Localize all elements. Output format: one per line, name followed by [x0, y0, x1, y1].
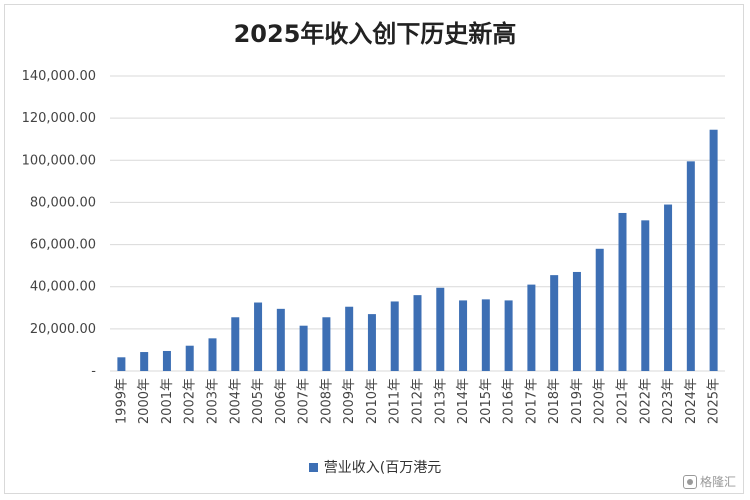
bar [322, 317, 331, 371]
x-tick-label: 2000年 [137, 378, 152, 424]
bar [436, 287, 445, 371]
watermark-text: 格隆汇 [699, 475, 736, 489]
bar [276, 308, 285, 371]
y-tick-label: 80,000.00 [30, 195, 96, 210]
x-tick-label: 2023年 [661, 378, 676, 424]
bar [664, 204, 673, 371]
bar [345, 306, 354, 371]
x-tick-label: 1999年 [114, 378, 129, 424]
bar [140, 352, 149, 371]
y-axis-tick-labels: - 20,000.00 40,000.00 60,000.00 80,000.00 100… [22, 69, 97, 379]
x-tick-label: 2001年 [160, 378, 175, 424]
bar [162, 350, 171, 371]
x-tick-label: 2015年 [479, 378, 494, 424]
x-tick-label: 2018年 [547, 378, 562, 424]
bar [231, 317, 240, 371]
x-tick-label: 2024年 [684, 378, 699, 424]
x-tick-label: 2016年 [502, 378, 517, 424]
x-tick-label: 2006年 [274, 378, 289, 424]
legend: 营业收入(百万港元 [0, 457, 750, 477]
bar [413, 295, 422, 371]
chart-title: 2025年收入创下历史新高 [233, 20, 517, 48]
x-tick-label: 2004年 [228, 378, 243, 424]
bar [481, 299, 490, 371]
x-tick-label: 2003年 [206, 378, 221, 424]
gelonghui-logo-icon [682, 474, 697, 489]
x-axis-tick-labels: 1999年 2000年 2001年 2002年 2003年 2004年 2005年 2006年… [114, 378, 721, 424]
x-tick-label: 2011年 [388, 378, 403, 424]
x-tick-label: 2007年 [297, 378, 312, 424]
x-tick-label: 2012年 [411, 378, 426, 424]
y-tick-label: 120,000.00 [22, 111, 96, 126]
y-tick-label: - [91, 364, 96, 379]
x-tick-label: 2009年 [342, 378, 357, 424]
legend-label: 营业收入(百万港元 [323, 460, 442, 476]
x-tick-label: 2019年 [570, 378, 585, 424]
x-tick-label: 2021年 [616, 378, 631, 424]
y-tick-label: 60,000.00 [30, 238, 96, 253]
x-tick-label: 2020年 [593, 378, 608, 424]
bar [459, 300, 468, 371]
x-tick-label: 2022年 [638, 378, 653, 424]
bar [595, 248, 604, 371]
bar [527, 284, 536, 371]
y-tick-label: 100,000.00 [22, 153, 96, 168]
bar [504, 300, 513, 371]
bar-series [117, 129, 718, 372]
bar [299, 325, 308, 371]
bar [254, 302, 263, 371]
watermark: 格隆汇 [682, 473, 736, 490]
y-tick-label: 20,000.00 [30, 322, 96, 337]
bar [367, 314, 376, 371]
x-tick-label: 2014年 [456, 378, 471, 424]
bar [550, 275, 559, 372]
x-tick-label: 2005年 [251, 378, 266, 424]
x-tick-label: 2008年 [319, 378, 334, 424]
legend-swatch [308, 462, 318, 472]
y-tick-label: 40,000.00 [30, 280, 96, 295]
x-tick-label: 2017年 [524, 378, 539, 424]
chart-frame [4, 4, 744, 494]
bar [117, 357, 126, 371]
x-tick-label: 2010年 [365, 378, 380, 424]
bar [208, 338, 217, 371]
x-tick-label: 2013年 [433, 378, 448, 424]
bar [390, 301, 399, 371]
bar [641, 220, 650, 371]
bar [572, 271, 581, 371]
bar [185, 345, 194, 371]
bar [709, 129, 718, 371]
y-tick-label: 140,000.00 [22, 69, 96, 84]
x-tick-label: 2025年 [707, 378, 722, 424]
bar [686, 161, 695, 371]
bar [618, 212, 627, 371]
x-tick-label: 2002年 [183, 378, 198, 424]
